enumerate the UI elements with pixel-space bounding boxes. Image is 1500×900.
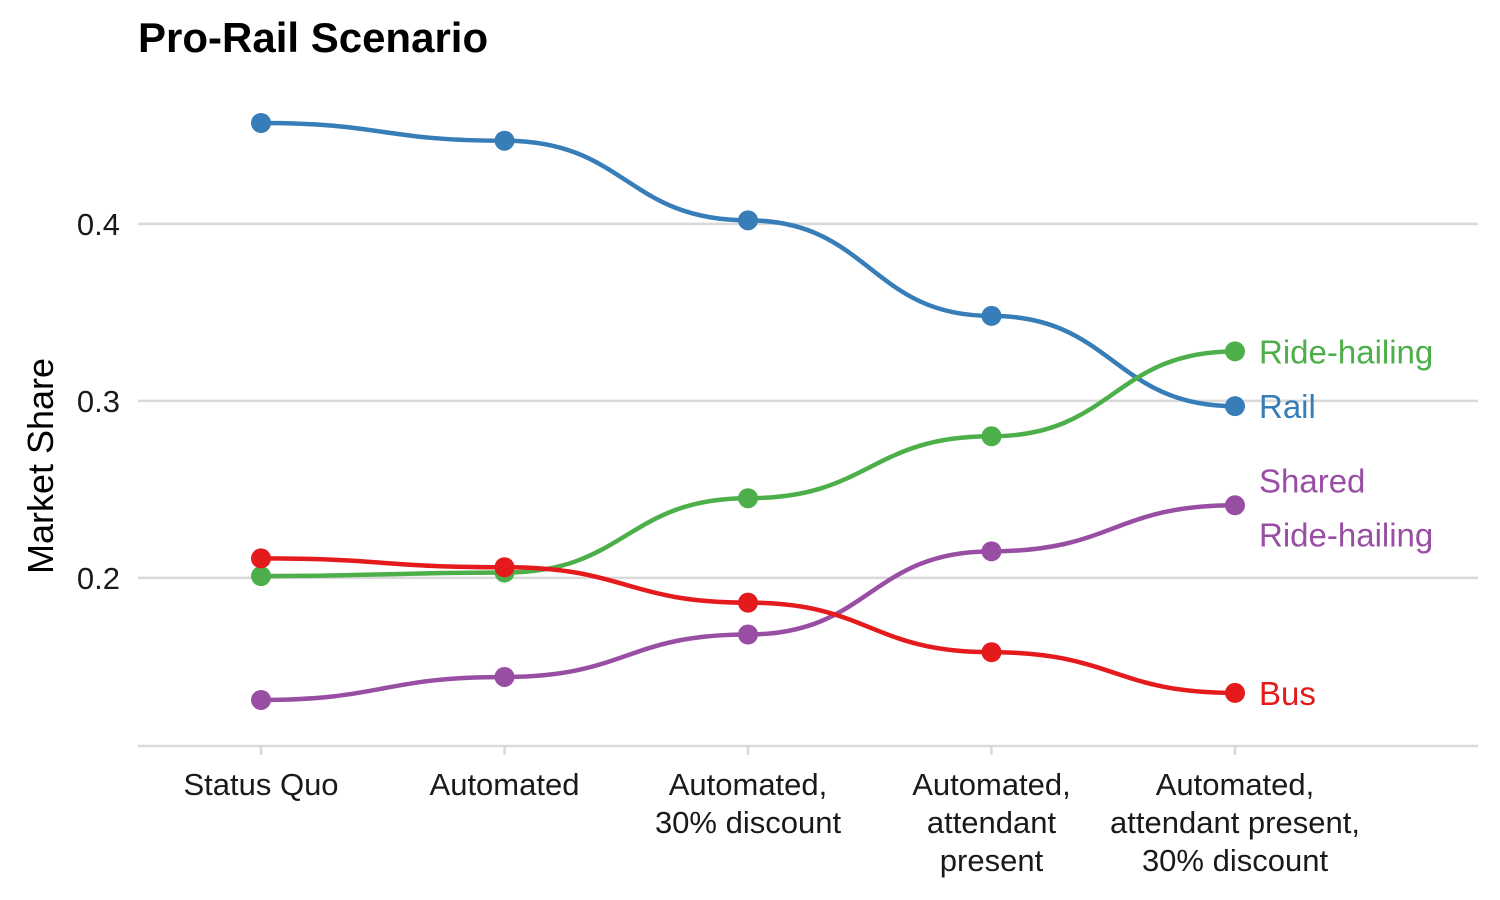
- data-point: [981, 541, 1002, 562]
- x-tick-label-line: Automated,: [669, 767, 828, 802]
- x-tick-label-line: 30% discount: [655, 805, 842, 840]
- x-tick-label-line: present: [940, 843, 1044, 878]
- x-tick-label: Status Quo: [183, 767, 338, 802]
- x-tick-label-line: 30% discount: [1142, 843, 1329, 878]
- series-label: Rail: [1259, 388, 1316, 425]
- series-label: Bus: [1259, 675, 1316, 712]
- data-point: [1225, 396, 1245, 417]
- gridlines: [138, 222, 1478, 580]
- data-point: [981, 426, 1002, 447]
- series-points: [251, 113, 1245, 710]
- series-line: [258, 120, 1238, 409]
- data-point: [494, 666, 515, 687]
- y-axis-title: Market Share: [20, 358, 61, 574]
- y-axis-ticks: 0.2 0.3 0.4: [77, 207, 120, 596]
- data-point: [1225, 682, 1245, 703]
- data-point: [738, 210, 758, 231]
- data-point: [738, 624, 758, 645]
- data-point: [738, 488, 758, 509]
- y-tick-label: 0.2: [77, 561, 120, 596]
- data-point: [1225, 341, 1245, 362]
- data-point: [251, 566, 271, 587]
- data-point: [981, 642, 1002, 663]
- data-point: [1225, 495, 1245, 516]
- series-line: [258, 349, 1238, 579]
- series-label: Shared: [1259, 462, 1365, 499]
- series-lines: [258, 120, 1238, 703]
- y-tick-label: 0.3: [77, 384, 120, 419]
- x-tick-label-line: Automated,: [912, 767, 1071, 802]
- x-tick-label-line: Automated: [430, 767, 580, 802]
- data-point: [251, 689, 271, 710]
- x-axis-ticks: Status Quo Automated Automated, 30% discoun…: [183, 746, 1360, 878]
- y-tick-label: 0.4: [77, 207, 120, 242]
- x-tick-label: Automated: [430, 767, 580, 802]
- data-point: [981, 305, 1002, 326]
- series-label: Ride-hailing: [1259, 516, 1433, 553]
- x-tick-label: Automated, attendant present, 30% discount: [1110, 767, 1360, 878]
- chart-title: Pro-Rail Scenario: [138, 14, 489, 61]
- data-point: [251, 113, 271, 134]
- data-point: [494, 557, 515, 578]
- data-point: [738, 592, 758, 613]
- data-point: [251, 548, 271, 569]
- data-point: [494, 130, 515, 151]
- series-labels: Rail Ride-hailing Shared Ride-hailing Bus: [1259, 333, 1433, 712]
- x-tick-label: Automated, attendant present: [912, 767, 1071, 878]
- x-tick-label-line: attendant: [927, 805, 1057, 840]
- x-tick-label-line: Status Quo: [183, 767, 338, 802]
- x-tick-label-line: Automated,: [1156, 767, 1315, 802]
- series-label: Ride-hailing: [1259, 333, 1433, 370]
- x-tick-label-line: attendant present,: [1110, 805, 1360, 840]
- x-tick-label: Automated, 30% discount: [655, 767, 842, 840]
